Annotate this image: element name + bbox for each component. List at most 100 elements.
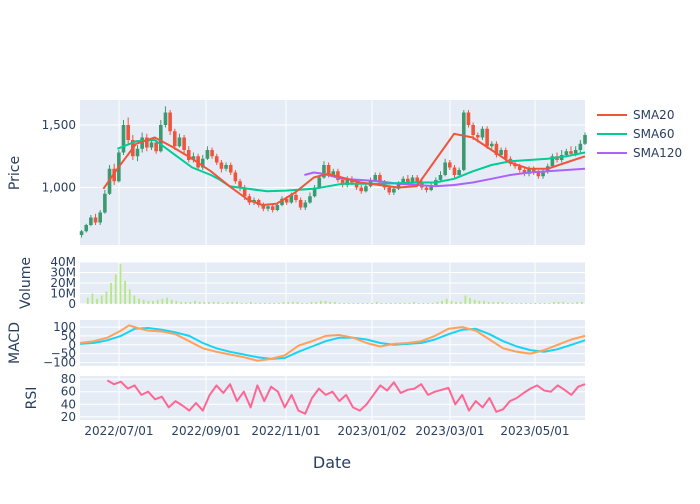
volume-bar bbox=[473, 299, 476, 304]
candle-body bbox=[471, 125, 475, 135]
candle-body bbox=[378, 175, 382, 183]
candle-body bbox=[280, 198, 284, 205]
candle-body bbox=[303, 202, 308, 208]
volume-bar bbox=[501, 301, 504, 304]
volume-bars bbox=[86, 264, 583, 304]
rsi-y-tick-label: 40 bbox=[61, 397, 76, 411]
candle-body bbox=[345, 178, 350, 185]
candle-body bbox=[480, 128, 485, 138]
candle-body bbox=[275, 205, 280, 210]
candle-body bbox=[541, 171, 545, 177]
rsi-axis-title: RSI bbox=[24, 387, 40, 410]
candle-body bbox=[261, 205, 266, 209]
volume-bar bbox=[208, 301, 210, 304]
volume-bar bbox=[347, 302, 350, 304]
macd-y-tick-label: −100 bbox=[43, 355, 76, 369]
x-tick-label: 2022/11/01 bbox=[251, 424, 320, 438]
volume-bar bbox=[338, 302, 341, 304]
volume-bar bbox=[464, 295, 467, 304]
volume-bar bbox=[357, 302, 360, 304]
candle-body bbox=[340, 180, 345, 185]
candle-body bbox=[550, 156, 555, 167]
candle-body bbox=[494, 143, 499, 155]
volume-bar bbox=[469, 297, 471, 304]
candle-body bbox=[569, 151, 573, 154]
price-y-tick-label: 1,500 bbox=[42, 118, 76, 132]
candle-body bbox=[438, 175, 443, 180]
volume-bar bbox=[170, 299, 173, 304]
volume-bar bbox=[450, 300, 453, 304]
rsi-y-tick-label: 20 bbox=[61, 410, 76, 424]
volume-bar bbox=[553, 301, 555, 304]
candle-body bbox=[210, 150, 214, 157]
candle-body bbox=[98, 212, 102, 223]
volume-bar bbox=[506, 302, 509, 304]
rsi-y-tick-label: 80 bbox=[61, 372, 76, 386]
volume-bar bbox=[142, 299, 145, 304]
volume-bar bbox=[520, 302, 523, 304]
candle-body bbox=[489, 143, 494, 147]
volume-bar bbox=[128, 289, 131, 304]
volume-bar bbox=[203, 301, 206, 304]
candle-body bbox=[531, 168, 536, 173]
candle-body bbox=[536, 172, 541, 177]
volume-bar bbox=[548, 302, 551, 304]
volume-bar bbox=[366, 302, 369, 304]
legend-label-sma120[interactable]: SMA120 bbox=[633, 146, 682, 160]
candle-body bbox=[168, 112, 172, 132]
volume-bar bbox=[319, 300, 322, 304]
volume-bar bbox=[152, 300, 154, 304]
volume-bar bbox=[436, 301, 439, 304]
volume-bar bbox=[133, 295, 136, 304]
legend-label-sma60[interactable]: SMA60 bbox=[633, 127, 674, 141]
tick-labels: 2022/07/01 2022/09/01 2022/11/01 2023/01/02… bbox=[42, 118, 570, 438]
candle-body bbox=[583, 135, 587, 144]
candle-body bbox=[448, 162, 452, 168]
rsi-line bbox=[106, 379, 586, 415]
candle-body bbox=[527, 168, 531, 174]
volume-bar bbox=[441, 300, 443, 304]
volume-bar bbox=[329, 301, 332, 304]
volume-bar bbox=[310, 301, 313, 304]
volume-bar bbox=[175, 300, 178, 304]
candle-body bbox=[238, 181, 242, 188]
x-tick-label: 2022/09/01 bbox=[171, 424, 240, 438]
volume-bar bbox=[161, 298, 164, 304]
volume-y-tick-label: 30M bbox=[50, 266, 76, 280]
candle-body bbox=[200, 158, 205, 168]
volume-bar bbox=[250, 301, 252, 304]
volume-bar bbox=[385, 302, 388, 304]
volume-bar bbox=[217, 301, 220, 304]
volume-bar bbox=[557, 301, 560, 304]
candle-body bbox=[452, 167, 457, 175]
x-tick-label: 2022/07/01 bbox=[84, 424, 153, 438]
legend-label-sma20[interactable]: SMA20 bbox=[633, 108, 674, 122]
candle-body bbox=[289, 195, 294, 203]
candle-body bbox=[322, 165, 326, 178]
volume-bar bbox=[194, 300, 196, 304]
candle-body bbox=[312, 187, 317, 197]
volume-bar bbox=[529, 302, 532, 304]
volume-bar bbox=[431, 302, 434, 304]
candle-body bbox=[219, 162, 224, 169]
volume-bar bbox=[403, 302, 406, 304]
macd-y-tick-label: 0 bbox=[68, 338, 76, 352]
legend[interactable]: SMA20 SMA60 SMA120 bbox=[597, 108, 682, 160]
volume-bar bbox=[534, 302, 537, 304]
macd-signal-line bbox=[79, 327, 586, 360]
volume-bar bbox=[324, 300, 327, 304]
candle-body bbox=[326, 165, 331, 175]
volume-bar bbox=[478, 300, 481, 304]
volume-bar bbox=[539, 302, 541, 304]
volume-bar bbox=[226, 301, 229, 304]
x-tick-label: 2023/03/01 bbox=[415, 424, 484, 438]
volume-bar bbox=[375, 301, 378, 304]
volume-bar bbox=[515, 302, 518, 304]
candle-body bbox=[359, 187, 364, 192]
candle-body bbox=[294, 195, 298, 200]
volume-bar bbox=[222, 302, 224, 304]
candle-body bbox=[443, 162, 447, 175]
candle-body bbox=[135, 148, 140, 157]
volume-bar bbox=[422, 302, 425, 304]
